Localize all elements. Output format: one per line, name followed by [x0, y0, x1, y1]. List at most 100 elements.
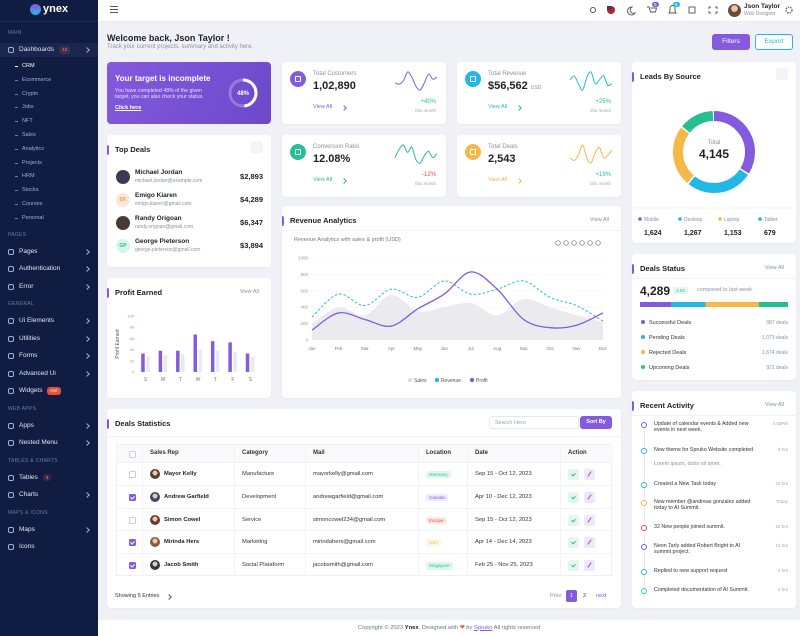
submenu-item[interactable]: Courses: [0, 199, 98, 211]
pagination-next[interactable]: next: [596, 593, 607, 599]
submenu-label: Projects: [22, 159, 42, 166]
view-all[interactable]: View All: [589, 217, 609, 223]
stat-link[interactable]: View All: [313, 104, 333, 110]
footer-company[interactable]: Spruko: [474, 624, 493, 631]
submenu-item[interactable]: Ecommerce: [0, 75, 98, 87]
rep-avatar: [150, 537, 160, 548]
menu-item[interactable]: Advanced Ui: [0, 367, 98, 381]
column-divider: [467, 445, 468, 577]
menu-item[interactable]: Utilities: [0, 332, 98, 346]
more-button[interactable]: [251, 141, 263, 153]
checkbox[interactable]: [129, 562, 136, 570]
timeline-line: [643, 425, 645, 597]
sort-button[interactable]: Sort By: [580, 416, 612, 429]
filters-button[interactable]: Filters: [712, 34, 750, 50]
submenu-item[interactable]: Projects: [0, 158, 98, 170]
download-button[interactable]: [568, 469, 579, 480]
menu-item[interactable]: Error: [0, 280, 98, 294]
menu-item[interactable]: Tables 3: [0, 471, 98, 485]
view-all[interactable]: View All: [764, 402, 784, 408]
activity-text: New theme for Spruko Website completed: [654, 447, 754, 453]
menu-item[interactable]: Pages: [0, 245, 98, 259]
stat-change: +25%: [595, 99, 611, 105]
menu-item[interactable]: Apps: [0, 419, 98, 433]
download-button[interactable]: [568, 537, 579, 549]
toolbar-icon[interactable]: [563, 240, 569, 246]
theme-icon[interactable]: [627, 6, 637, 16]
search-input[interactable]: Search Here: [489, 416, 579, 429]
menu-item[interactable]: Maps: [0, 523, 98, 537]
rep-avatar: [150, 560, 160, 571]
submenu-label: HRM: [22, 173, 35, 180]
export-label: Export: [764, 38, 784, 46]
stat-period: this month: [415, 108, 436, 113]
stat-link[interactable]: View All: [488, 177, 508, 183]
export-button[interactable]: Export: [755, 34, 793, 50]
checkbox[interactable]: [129, 539, 136, 547]
chart-svg: Revenue Analytics with sales & profit (U…: [294, 237, 608, 384]
stat-icon-glyph: [295, 76, 301, 82]
toolbar-icon[interactable]: [571, 240, 577, 246]
submenu-dot: [15, 176, 18, 178]
page-button[interactable]: 1: [566, 590, 577, 602]
user-avatar[interactable]: [728, 4, 741, 17]
target-link[interactable]: Click here: [115, 105, 142, 111]
submenu-item[interactable]: Crypto: [0, 89, 98, 101]
menu-item[interactable]: Dashboards 12: [0, 43, 98, 57]
menu-item[interactable]: Widgets Hot: [0, 384, 98, 398]
checkbox[interactable]: [129, 493, 136, 501]
sparkline-svg: [394, 71, 438, 91]
apps-icon[interactable]: [688, 6, 696, 14]
menu-item[interactable]: Icons: [0, 540, 98, 554]
search-icon[interactable]: [590, 7, 596, 13]
checkbox[interactable]: [129, 471, 136, 478]
legend-marker: [678, 217, 682, 221]
submenu-item[interactable]: NFT: [0, 116, 98, 128]
submenu-item[interactable]: Analytics: [0, 144, 98, 156]
progress-ring: 48%: [228, 78, 258, 108]
deal-initials: EK: [119, 197, 127, 203]
submenu-item[interactable]: Jobs: [0, 102, 98, 114]
x-tick-label: Apr: [388, 346, 396, 351]
area: [312, 294, 603, 340]
submenu-item[interactable]: Stocks: [0, 185, 98, 197]
submenu-item[interactable]: CRM: [0, 61, 98, 73]
submenu-label: CRM: [22, 63, 35, 69]
category: Social Plataform: [242, 562, 285, 569]
toolbar-icon[interactable]: [595, 240, 601, 246]
fullscreen-icon[interactable]: [708, 6, 718, 14]
toolbar-icon[interactable]: [555, 240, 561, 246]
menu-label: Advanced Ui: [19, 369, 56, 377]
submenu-item[interactable]: Personal: [0, 213, 98, 225]
toolbar-icon[interactable]: [579, 240, 585, 246]
menu-item[interactable]: Nested Menu: [0, 436, 98, 450]
stat-link[interactable]: View All: [313, 177, 333, 183]
page-button[interactable]: 2: [579, 590, 590, 602]
timeline-dot: [641, 524, 647, 531]
checkbox[interactable]: [129, 451, 136, 458]
pagination-prev[interactable]: Prev: [550, 593, 562, 599]
download-button[interactable]: [568, 514, 579, 526]
checkbox[interactable]: [129, 516, 136, 524]
cart-icon[interactable]: [647, 6, 658, 13]
view-all[interactable]: View All: [239, 289, 259, 295]
submenu-dot: [15, 148, 18, 150]
download-button[interactable]: [568, 491, 579, 503]
stat-icon-glyph: [470, 76, 476, 82]
stat-link[interactable]: View All: [488, 104, 508, 110]
submenu-item[interactable]: Sales: [0, 130, 98, 142]
view-all[interactable]: View All: [764, 265, 784, 271]
submenu-item[interactable]: HRM: [0, 171, 98, 183]
menu-item[interactable]: Authentication: [0, 262, 98, 276]
menu-item[interactable]: Forms: [0, 349, 98, 363]
download-button[interactable]: [568, 560, 579, 572]
card-divider: [632, 415, 796, 416]
sparkline: [569, 71, 613, 91]
y-tick-label: 80: [130, 325, 135, 330]
menu-item[interactable]: Ui Elements: [0, 314, 98, 328]
menu-item[interactable]: Charts: [0, 488, 98, 502]
settings-icon[interactable]: [785, 6, 793, 14]
more-button[interactable]: [776, 68, 788, 80]
toolbar-icon[interactable]: [587, 240, 593, 246]
edit-button[interactable]: [584, 537, 595, 549]
